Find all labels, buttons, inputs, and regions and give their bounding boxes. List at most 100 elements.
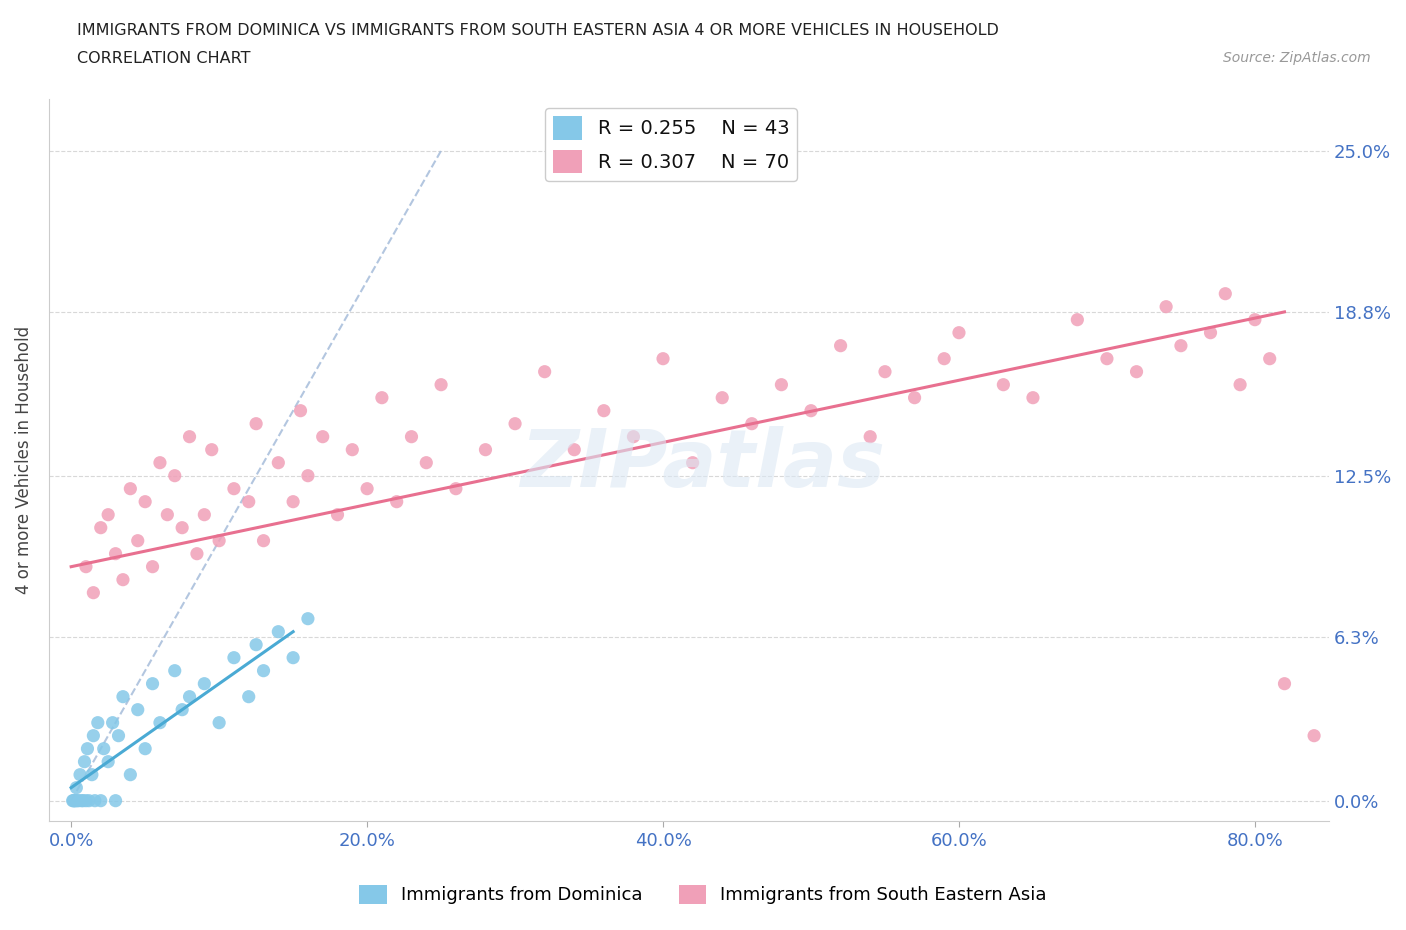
Point [80, 767, 103, 782]
Point [652, 352, 675, 366]
Point [120, 481, 142, 496]
Point [62, 793, 84, 808]
Point [163, 663, 186, 678]
Text: Source: ZipAtlas.com: Source: ZipAtlas.com [1223, 51, 1371, 65]
Point [70, 793, 93, 808]
Point [1170, 339, 1192, 353]
Point [503, 417, 526, 432]
Point [245, 637, 267, 652]
Point [83, 793, 105, 808]
Point [72, 793, 94, 808]
Legend: Immigrants from Dominica, Immigrants from South Eastern Asia: Immigrants from Dominica, Immigrants fro… [352, 878, 1054, 911]
Point [77, 793, 100, 808]
Point [741, 417, 763, 432]
Point [222, 650, 245, 665]
Point [830, 339, 852, 353]
Point [1274, 676, 1296, 691]
Point [63, 793, 86, 808]
Legend: R = 0.255    N = 43, R = 0.307    N = 70: R = 0.255 N = 43, R = 0.307 N = 70 [546, 109, 797, 181]
Point [134, 494, 156, 509]
Point [193, 507, 215, 522]
Point [1022, 391, 1045, 405]
Point [903, 391, 925, 405]
Point [1213, 286, 1236, 301]
Point [97, 754, 120, 769]
Point [104, 546, 127, 561]
Point [1154, 299, 1177, 314]
Point [120, 767, 142, 782]
Point [90, 793, 112, 808]
Point [859, 430, 882, 445]
Point [873, 365, 896, 379]
Point [75, 793, 97, 808]
Point [800, 404, 823, 418]
Y-axis label: 4 or more Vehicles in Household: 4 or more Vehicles in Household [15, 326, 32, 594]
Point [682, 456, 704, 471]
Point [69, 767, 91, 782]
Point [65, 780, 87, 795]
Point [67, 793, 90, 808]
Point [267, 456, 290, 471]
Point [1333, 715, 1355, 730]
Point [326, 507, 349, 522]
Point [1199, 326, 1222, 340]
Point [93, 741, 115, 756]
Point [934, 352, 956, 366]
Point [1258, 352, 1281, 366]
Point [201, 443, 224, 458]
Point [163, 468, 186, 483]
Text: ZIPatlas: ZIPatlas [520, 426, 886, 504]
Point [179, 689, 201, 704]
Point [208, 715, 231, 730]
Point [62, 793, 84, 808]
Point [267, 624, 290, 639]
Point [172, 702, 194, 717]
Point [290, 404, 312, 418]
Point [111, 572, 134, 587]
Point [73, 754, 96, 769]
Point [149, 456, 172, 471]
Point [111, 689, 134, 704]
Point [127, 702, 149, 717]
Point [107, 728, 129, 743]
Point [474, 443, 496, 458]
Point [401, 430, 423, 445]
Point [356, 481, 378, 496]
Point [208, 533, 231, 548]
Point [134, 741, 156, 756]
Point [281, 494, 304, 509]
Point [1095, 352, 1118, 366]
Point [623, 430, 645, 445]
Point [222, 481, 245, 496]
Point [415, 456, 437, 471]
Point [281, 650, 304, 665]
Point [238, 494, 260, 509]
Point [252, 663, 274, 678]
Text: CORRELATION CHART: CORRELATION CHART [77, 51, 250, 66]
Point [993, 378, 1015, 392]
Point [141, 559, 163, 574]
Point [1303, 728, 1326, 743]
Point [297, 611, 319, 626]
Point [186, 546, 208, 561]
Point [297, 468, 319, 483]
Point [193, 676, 215, 691]
Point [430, 378, 453, 392]
Point [101, 715, 124, 730]
Point [82, 585, 104, 600]
Point [238, 689, 260, 704]
Point [342, 443, 364, 458]
Point [87, 715, 110, 730]
Point [312, 430, 335, 445]
Point [1066, 312, 1088, 327]
Point [385, 494, 408, 509]
Point [711, 391, 734, 405]
Point [1229, 378, 1251, 392]
Point [156, 507, 179, 522]
Point [1125, 365, 1147, 379]
Point [1244, 312, 1267, 327]
Point [252, 533, 274, 548]
Point [770, 378, 793, 392]
Point [592, 404, 614, 418]
Point [245, 417, 267, 432]
